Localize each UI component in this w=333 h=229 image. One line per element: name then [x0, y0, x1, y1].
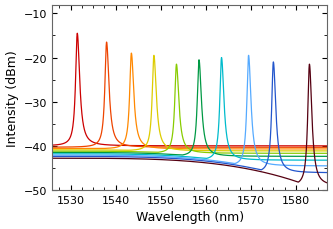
Y-axis label: Intensity (dBm): Intensity (dBm) — [6, 50, 19, 146]
X-axis label: Wavelength (nm): Wavelength (nm) — [136, 210, 244, 224]
